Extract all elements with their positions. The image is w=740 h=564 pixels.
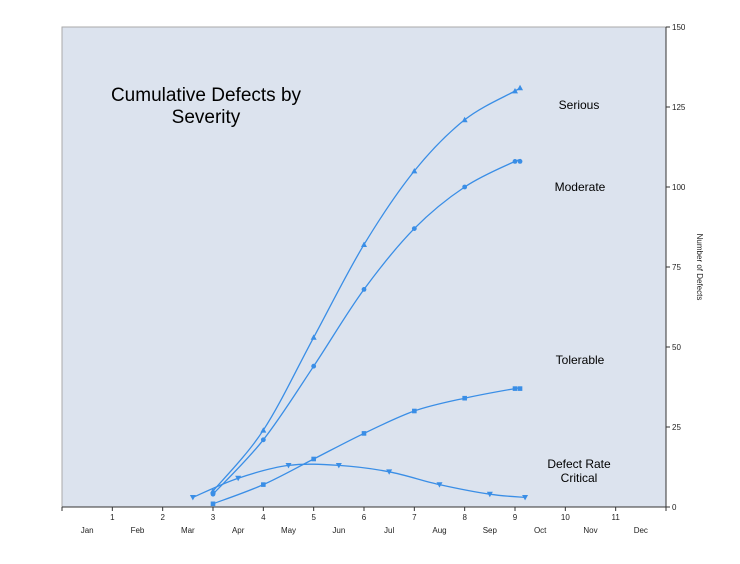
x-month-label: Jun xyxy=(332,526,345,535)
series-serious xyxy=(210,84,524,494)
data-point xyxy=(311,363,317,369)
y-tick-label: 150 xyxy=(672,23,686,32)
data-point xyxy=(517,84,524,91)
series-line xyxy=(212,158,522,495)
series-label-serious: Serious xyxy=(559,98,600,112)
x-month-label: Apr xyxy=(232,526,245,535)
data-point xyxy=(285,463,292,469)
y-tick-label: 75 xyxy=(672,263,681,272)
series-line xyxy=(192,463,526,499)
series-moderate xyxy=(210,158,523,497)
x-tick-label: 5 xyxy=(311,513,316,522)
x-tick-label: 1 xyxy=(110,513,115,522)
y-tick-label: 50 xyxy=(672,343,681,352)
x-tick-label: 2 xyxy=(160,513,165,522)
data-point xyxy=(311,456,316,462)
x-ticks: 1 2 3 4 5 6 7 8 9 10 11 Jan Feb Mar Apr May Jun Jul Aug Sep… xyxy=(61,507,667,535)
data-point xyxy=(411,226,417,232)
data-point xyxy=(517,386,523,391)
data-point xyxy=(486,491,493,498)
series-label-tolerable: Tolerable xyxy=(556,353,605,367)
data-point xyxy=(462,395,467,401)
x-month-label: Sep xyxy=(483,526,498,535)
x-tick-label: 11 xyxy=(612,513,621,522)
data-point xyxy=(462,184,468,190)
y-tick-label: 125 xyxy=(672,103,686,112)
x-month-label: Feb xyxy=(131,526,145,535)
data-point xyxy=(436,482,443,488)
series-label-critical: Critical xyxy=(561,471,598,485)
y-tick-label: 100 xyxy=(672,183,686,192)
data-point xyxy=(512,159,518,164)
x-tick-label: 6 xyxy=(362,513,367,522)
x-month-label: Dec xyxy=(634,526,648,535)
data-point xyxy=(335,463,342,469)
x-tick-label: 3 xyxy=(211,513,216,522)
chart-title-line-1: Cumulative Defects by xyxy=(111,85,302,106)
data-point xyxy=(512,88,518,94)
series-line xyxy=(212,387,522,505)
x-month-label: Mar xyxy=(181,526,195,535)
y-tick-label: 25 xyxy=(672,423,681,432)
y-ticks: 0 25 50 75 100 125 150 xyxy=(666,23,686,512)
data-point xyxy=(261,482,266,487)
series-tolerable xyxy=(210,386,523,507)
data-point xyxy=(260,437,266,443)
series-label-defect-rate: Defect Rate xyxy=(547,457,611,471)
x-month-label: Nov xyxy=(583,526,597,535)
data-point xyxy=(310,334,317,340)
data-point xyxy=(189,495,196,501)
x-tick-label: 10 xyxy=(561,513,570,522)
data-point xyxy=(461,116,468,123)
plot-area xyxy=(61,26,667,508)
data-point xyxy=(361,287,367,292)
data-point xyxy=(210,501,216,507)
x-month-label: Aug xyxy=(432,526,446,535)
x-tick-label: 8 xyxy=(462,513,467,522)
data-point xyxy=(260,427,267,433)
x-month-label: Jan xyxy=(81,526,94,535)
series-defect-rate-critical xyxy=(189,463,529,501)
x-month-label: May xyxy=(281,526,296,535)
series-label-moderate: Moderate xyxy=(555,180,606,194)
y-axis-label: Number of Defects xyxy=(695,234,704,301)
x-month-label: Jul xyxy=(384,526,394,535)
data-point xyxy=(517,159,523,164)
x-tick-label: 9 xyxy=(513,513,518,522)
data-point xyxy=(210,491,216,497)
y-tick-label: 0 xyxy=(672,503,677,512)
data-point xyxy=(386,469,393,475)
data-point xyxy=(361,241,367,247)
data-point xyxy=(512,386,518,391)
x-tick-label: 7 xyxy=(412,513,417,522)
data-point xyxy=(411,168,418,174)
data-point xyxy=(235,475,242,482)
series-layer xyxy=(189,84,529,507)
data-point xyxy=(361,431,367,436)
data-point xyxy=(522,495,529,501)
x-tick-label: 4 xyxy=(261,513,266,522)
chart-title-line-2: Severity xyxy=(172,107,241,128)
x-month-label: Oct xyxy=(534,526,547,535)
series-line xyxy=(212,86,522,492)
data-point xyxy=(412,408,417,414)
